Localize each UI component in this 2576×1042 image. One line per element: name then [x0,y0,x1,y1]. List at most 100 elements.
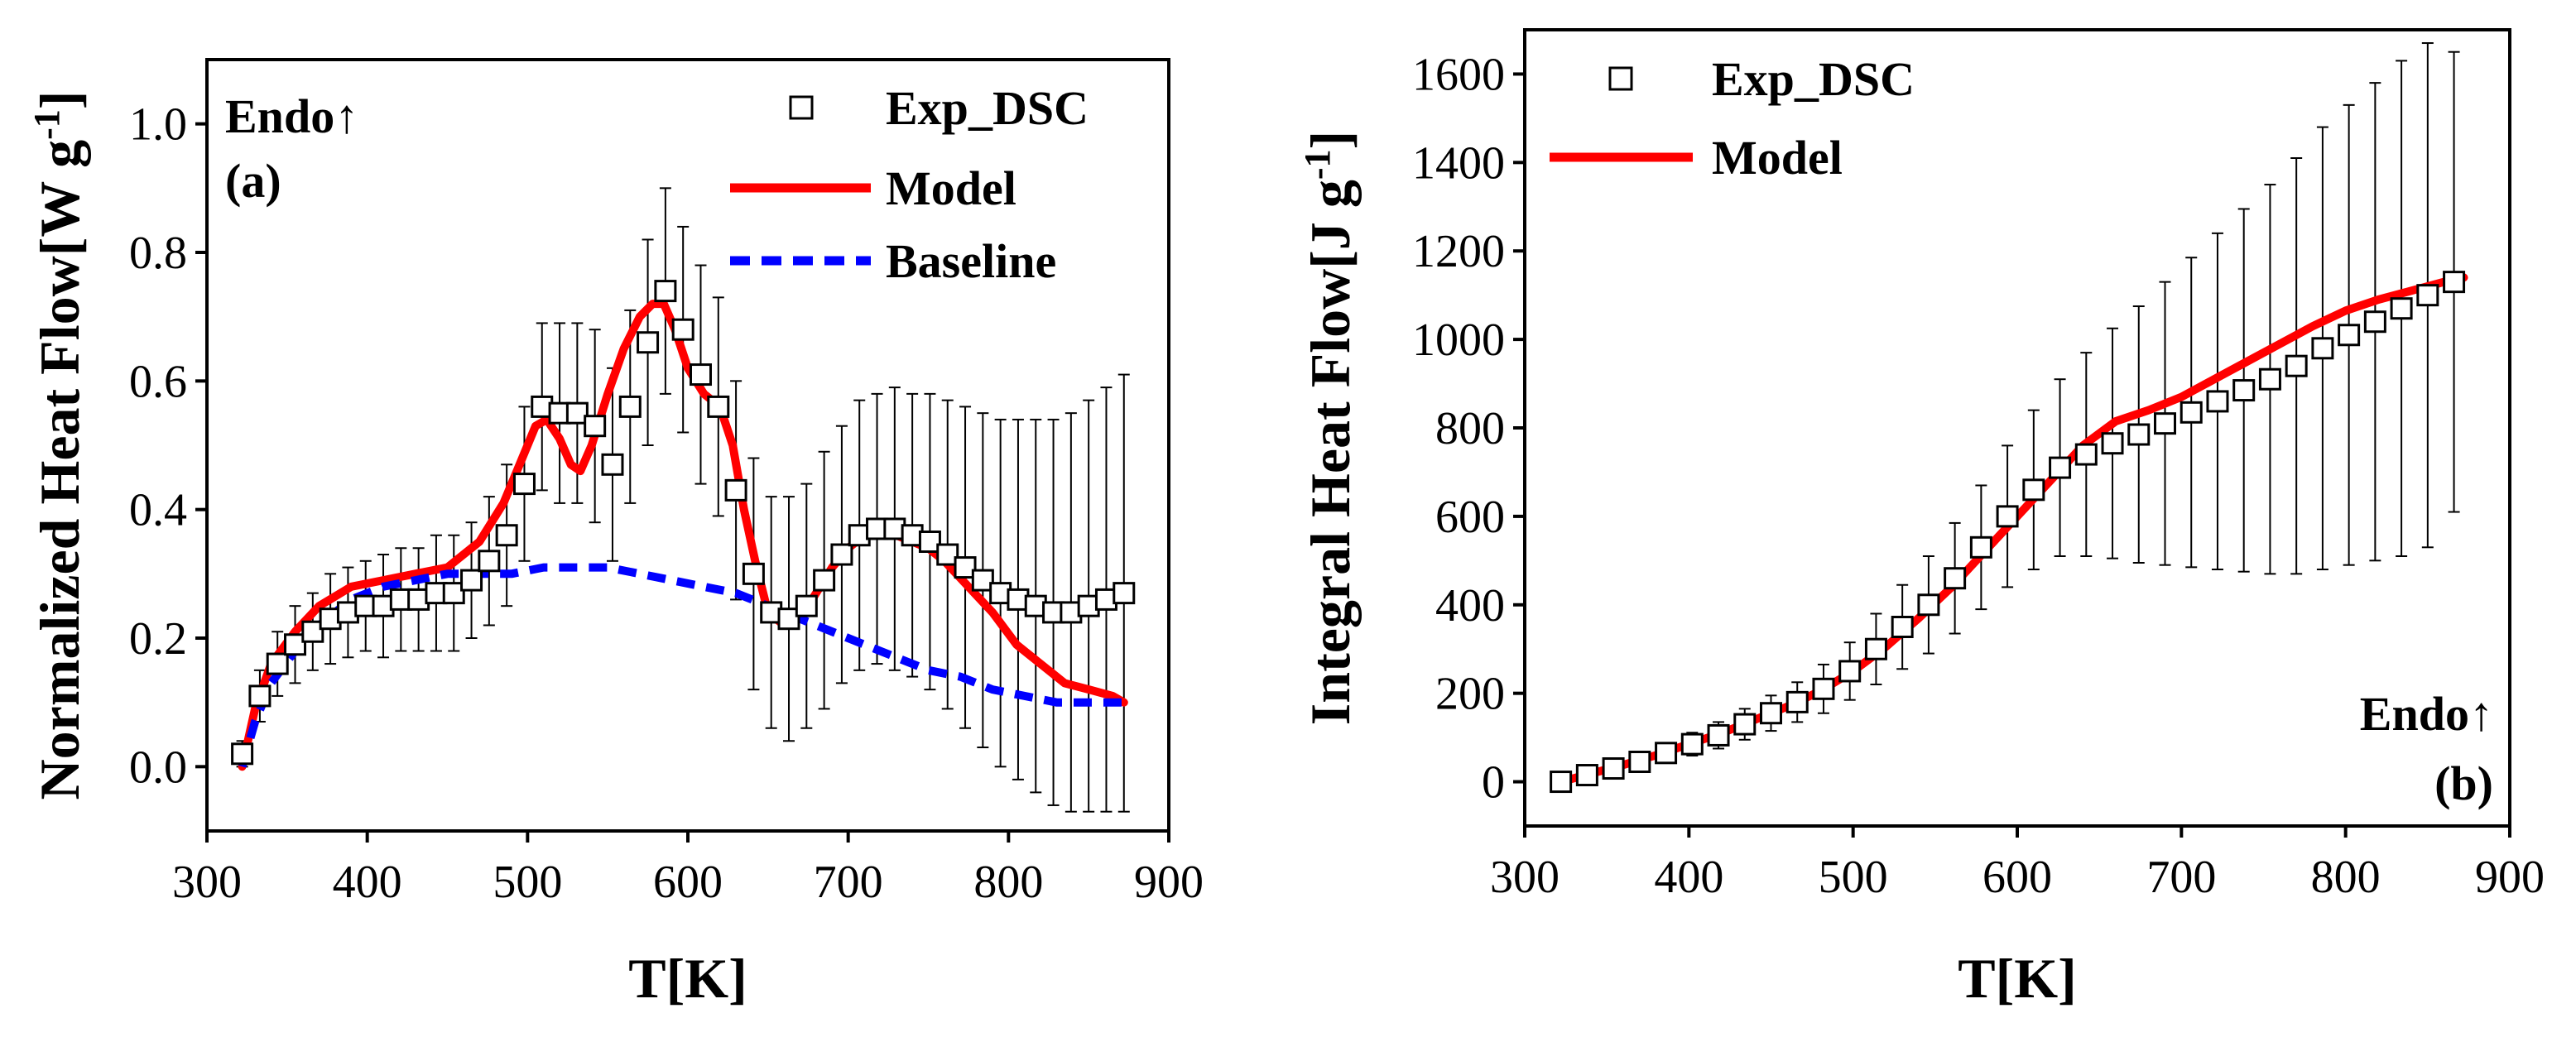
y-tick-label: 1600 [1412,49,1505,100]
exp-dsc-point [2206,390,2229,413]
exp-dsc-point [813,569,836,592]
exp-dsc-point [689,363,712,387]
exp-dsc-point [2443,271,2466,294]
exp-dsc-point [742,562,765,585]
x-axis-title: T[K] [628,947,747,1010]
y-tick-label: 0.0 [129,742,187,793]
exp-dsc-point [1785,690,1809,713]
exp-dsc-point [478,550,501,573]
exp-dsc-point [936,543,959,566]
y-tick-label: 800 [1435,403,1505,454]
exp-dsc-point [1917,593,1940,617]
exp-dsc-point [584,415,607,438]
y-axis-title: Integral Heat Flow[J g-1] [1297,131,1362,725]
exp-dsc-point [1707,723,1730,747]
panel-b-chart: 300 400 500 600 700 800 900 0 200 400 600 800 1000 1… [1297,28,2545,1010]
y-tick-label: 1200 [1412,226,1505,277]
x-tick-label: 300 [172,857,242,908]
x-axis-ticks: 300 400 500 600 700 800 900 [1490,826,2545,903]
y-axis-title: Normalized Heat Flow[W g-1] [26,91,91,800]
exp-dsc-point [2363,310,2386,334]
exp-dsc-point [618,395,642,418]
exp-dsc-point [1575,764,1598,787]
x-tick-label: 500 [493,857,562,908]
y-tick-label: 0.2 [129,613,187,665]
exp-dsc-point [1812,677,1835,700]
exp-dsc-point [1602,757,1625,780]
exp-dsc-point [2311,337,2334,360]
x-tick-label: 600 [1982,852,2052,903]
legend-label-model: Model [886,161,1016,215]
exp-dsc-point [654,280,677,303]
x-tick-label: 600 [653,857,723,908]
exp-dsc-point [2390,297,2413,320]
x-tick-label: 900 [1134,857,1204,908]
y-tick-label: 1000 [1412,315,1505,366]
x-tick-label: 400 [1654,852,1723,903]
x-axis-title: T[K] [1958,947,2077,1010]
exp-dsc-point [795,594,818,617]
exp-dsc-point [637,331,660,354]
exp-dsc-point [2074,443,2098,466]
exp-dsc-point [231,742,254,766]
exp-dsc-point [2049,456,2072,479]
x-tick-label: 700 [814,857,883,908]
exp-dsc-point [1113,582,1136,605]
y-axis-ticks: 0 200 400 600 800 1000 1200 1400 1600 [1412,49,1525,809]
data-markers [231,280,1136,766]
x-tick-label: 700 [2146,852,2216,903]
exp-dsc-point [2101,432,2124,455]
exp-dsc-point [248,684,272,708]
y-tick-label: 200 [1435,669,1505,720]
exp-dsc-point [2258,367,2281,391]
y-tick-label: 0.6 [129,356,187,407]
endo-annotation: Endo↑ [2360,687,2493,741]
x-tick-label: 900 [2475,852,2545,903]
baseline-line [238,563,1124,768]
y-tick-label: 0.8 [129,228,187,279]
legend-label-exp: Exp_DSC [886,81,1089,135]
exp-dsc-point [830,543,853,566]
endo-annotation: Endo↑ [225,89,358,143]
legend: Exp_DSC Model Baseline [730,81,1089,288]
exp-dsc-point [1944,567,1967,590]
exp-dsc-point [1760,702,1782,725]
exp-dsc-point [460,569,483,592]
exp-dsc-point [1838,660,1862,683]
y-tick-label: 400 [1435,580,1505,631]
exp-dsc-point [2232,379,2256,402]
legend-label-model: Model [1712,131,1843,185]
exp-dsc-point [1628,751,1651,774]
legend: Exp_DSC Model [1550,52,1915,185]
plot-frame [205,58,1170,833]
panel-label: (b) [2434,756,2493,810]
exp-dsc-point [671,318,694,341]
y-tick-label: 1.0 [129,99,187,151]
exp-dsc-point [2154,412,2176,435]
exp-dsc-point [1891,616,1914,638]
exp-dsc-point [2285,354,2308,377]
exp-dsc-point [724,478,747,502]
exp-dsc-point [707,395,730,418]
exp-dsc-point [2180,401,2203,424]
y-tick-label: 0.4 [129,485,187,536]
exp-dsc-point [1733,713,1757,736]
exp-dsc-point [2127,423,2151,446]
x-tick-label: 500 [1819,852,1888,903]
exp-dsc-point [1550,771,1573,794]
exp-dsc-point [266,652,289,675]
exp-dsc-point [1996,505,2019,528]
y-tick-label: 0 [1482,757,1505,809]
y-axis-ticks: 0.0 0.2 0.4 0.6 0.8 1.0 [129,99,207,793]
exp-dsc-point [2022,478,2045,502]
x-tick-label: 300 [1490,852,1560,903]
exp-dsc-point [601,453,624,476]
exp-dsc-point [2416,284,2439,307]
legend-marker-exp [789,95,814,120]
exp-dsc-point [495,524,518,547]
legend-marker-exp [1608,66,1633,91]
y-tick-label: 600 [1435,492,1505,543]
legend-label-baseline: Baseline [886,234,1056,288]
exp-dsc-point [2338,324,2361,347]
